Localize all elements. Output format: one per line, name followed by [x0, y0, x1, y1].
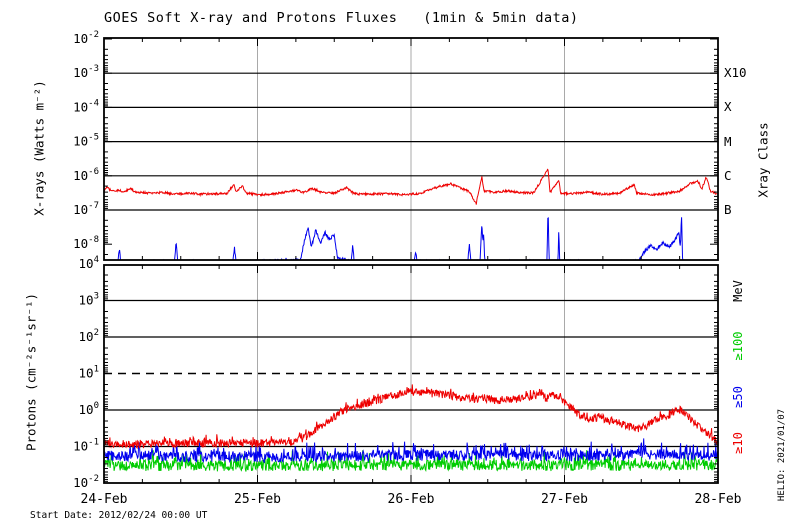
y-tick-label: 10-4	[73, 98, 99, 114]
xray-long-channel-trace	[104, 168, 718, 205]
proton-y-axis-label: Protons (cm⁻²s⁻¹sr⁻¹)	[23, 292, 39, 452]
y-tick-label: 103	[79, 292, 99, 308]
y-tick-label: 10-7	[73, 201, 99, 217]
protons-ge10MeV-trace	[104, 384, 718, 450]
y-tick-label: 101	[79, 365, 99, 381]
xray-class-axis-label: Xray Class	[755, 122, 771, 198]
protons-ge50MeV-trace	[104, 438, 718, 464]
y-tick-label: 10-2	[73, 474, 99, 490]
start-date-label: Start Date: 2012/02/24 00:00 UT	[30, 510, 208, 521]
x-tick-label-25-Feb: 25-Feb	[234, 492, 281, 507]
y-tick-label: 102	[79, 328, 99, 344]
y-tick-label: 100	[79, 401, 99, 417]
xray-class-label-X: X	[724, 99, 732, 115]
xray-class-label-X10: X10	[724, 65, 747, 81]
data-series	[104, 168, 718, 472]
proton-legend-ge100: ≥100	[731, 331, 745, 361]
x-tick-label-27-Feb: 27-Feb	[541, 492, 588, 507]
xray-class-label-C: C	[724, 167, 732, 183]
y-tick-label: 10-1	[73, 438, 99, 454]
x-tick-label-24-Feb: 24-Feb	[81, 492, 128, 507]
x-tick-label-28-Feb: 28-Feb	[695, 492, 742, 507]
page-title: GOES Soft X-ray and Protons Fluxes (1min…	[104, 10, 579, 26]
y-tick-label: 10-2	[73, 30, 99, 46]
xray-y-axis-label: X-rays (Watts m⁻²)	[31, 80, 47, 216]
xray-class-label-M: M	[724, 133, 732, 149]
protons-ge100MeV-trace	[104, 450, 718, 472]
axis-tick-labels: 10-2 10-3 10-4 10-5 10-6 10-7 10-8 104 103 102 101…	[73, 30, 742, 507]
y-tick-label: 10-3	[73, 64, 99, 80]
proton-legend-ge10: ≥10	[731, 432, 745, 454]
y-tick-label: 10-6	[73, 167, 99, 183]
y-tick-label: 104	[79, 255, 99, 271]
y-tick-label: 10-5	[73, 133, 99, 149]
xray-class-label-B: B	[724, 202, 732, 217]
proton-legend-unit-mev: MeV	[731, 280, 745, 302]
grid-lines	[104, 38, 718, 483]
helio-watermark: HELIO: 2021/01/07	[777, 408, 787, 502]
axis-ticks	[103, 38, 719, 484]
y-tick-label: 10-8	[73, 235, 99, 251]
proton-legend-ge50: ≥50	[731, 386, 745, 408]
x-tick-label-26-Feb: 26-Feb	[388, 492, 435, 507]
